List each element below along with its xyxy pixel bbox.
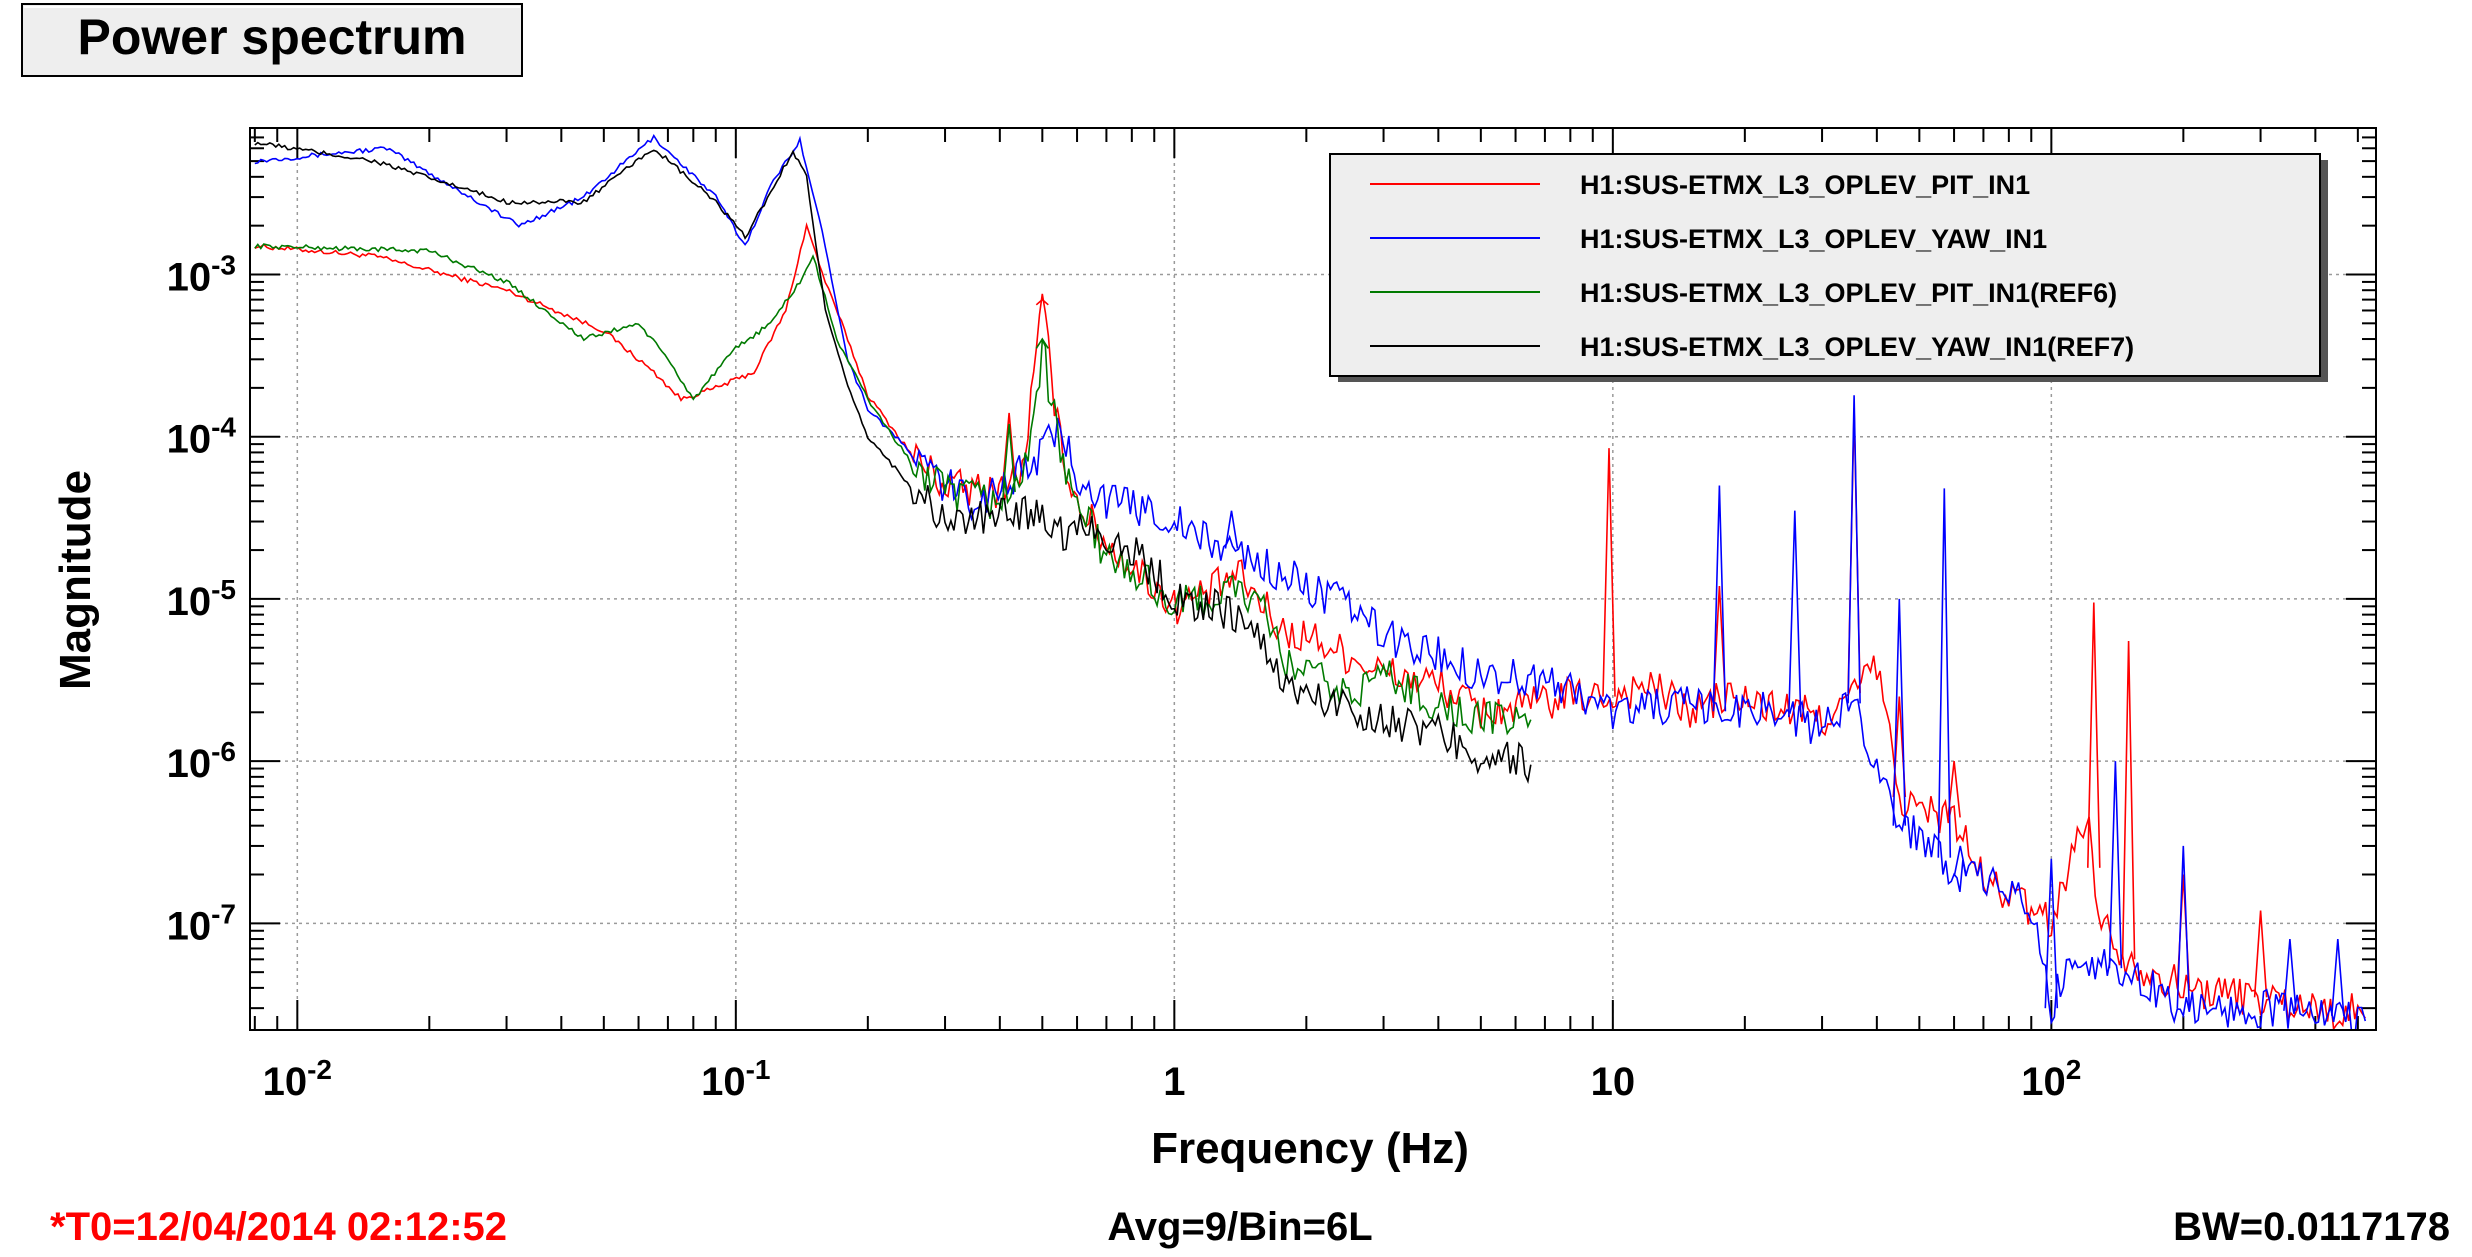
x-tick-label: 10-1 — [701, 1054, 770, 1104]
plot-frame — [249, 127, 2377, 1031]
series-peak — [2253, 910, 2268, 998]
y-tick-label: 10-6 — [167, 736, 236, 786]
footer-bw: BW=0.0117178 — [2173, 1205, 2450, 1249]
series-peak — [1712, 485, 1727, 712]
x-tick-label: 10-2 — [263, 1054, 332, 1104]
series-peak — [1002, 412, 1016, 482]
legend-frame — [1329, 153, 2321, 377]
legend-label: H1:SUS-ETMX_L3_OPLEV_YAW_IN1(REF7) — [1580, 332, 2134, 362]
legend-label: H1:SUS-ETMX_L3_OPLEV_PIT_IN1(REF6) — [1580, 278, 2117, 308]
series-peak — [1892, 598, 1907, 826]
title-box-frame — [21, 3, 523, 77]
x-tick-label: 102 — [2021, 1054, 2081, 1104]
series-peak — [2087, 602, 2101, 868]
series-line — [254, 243, 1532, 736]
x-axis-title: Frequency (Hz) — [1151, 1124, 1469, 1173]
series-peak — [1035, 337, 1049, 349]
legend: H1:SUS-ETMX_L3_OPLEV_PIT_IN1 H1:SUS-ETMX_… — [1329, 153, 2328, 382]
legend-label: H1:SUS-ETMX_L3_OPLEV_PIT_IN1 — [1580, 170, 2030, 200]
series-peak — [1035, 298, 1049, 306]
y-tick-label: 10-4 — [167, 412, 237, 462]
series-peak — [1937, 488, 1952, 858]
series-peak — [2121, 640, 2136, 960]
series-peak — [1847, 395, 1861, 704]
series-peak — [1788, 510, 1802, 718]
footer-avg: Avg=9/Bin=6L — [1107, 1205, 1372, 1249]
series-peak — [1224, 510, 1239, 549]
y-tick-label: 10-5 — [167, 574, 236, 624]
series-peak — [2176, 845, 2191, 1009]
series-peak — [1602, 448, 1616, 697]
footer-t0: *T0=12/04/2014 02:12:52 — [50, 1205, 507, 1249]
series-peak — [2044, 858, 2059, 1009]
series-peak — [1002, 423, 1016, 492]
series-peak — [2331, 939, 2345, 1016]
chart-title: Power spectrum — [77, 9, 466, 65]
x-tick-label: 1 — [1163, 1060, 1185, 1104]
title-box-highlight — [24, 6, 520, 8]
series-peak — [2108, 761, 2123, 969]
title-box: Power spectrum — [21, 3, 523, 77]
series-line — [254, 133, 2367, 1030]
x-tick-label: 10 — [1591, 1060, 1636, 1104]
y-tick-label: 10-3 — [167, 249, 236, 299]
series-line — [254, 141, 1532, 784]
series-peak — [1953, 845, 1968, 877]
y-tick-label: 10-7 — [167, 898, 236, 948]
y-axis-title: Magnitude — [51, 470, 100, 690]
series-peak — [2283, 939, 2297, 1011]
series-group — [254, 133, 2367, 1030]
legend-label: H1:SUS-ETMX_L3_OPLEV_YAW_IN1 — [1580, 224, 2047, 254]
